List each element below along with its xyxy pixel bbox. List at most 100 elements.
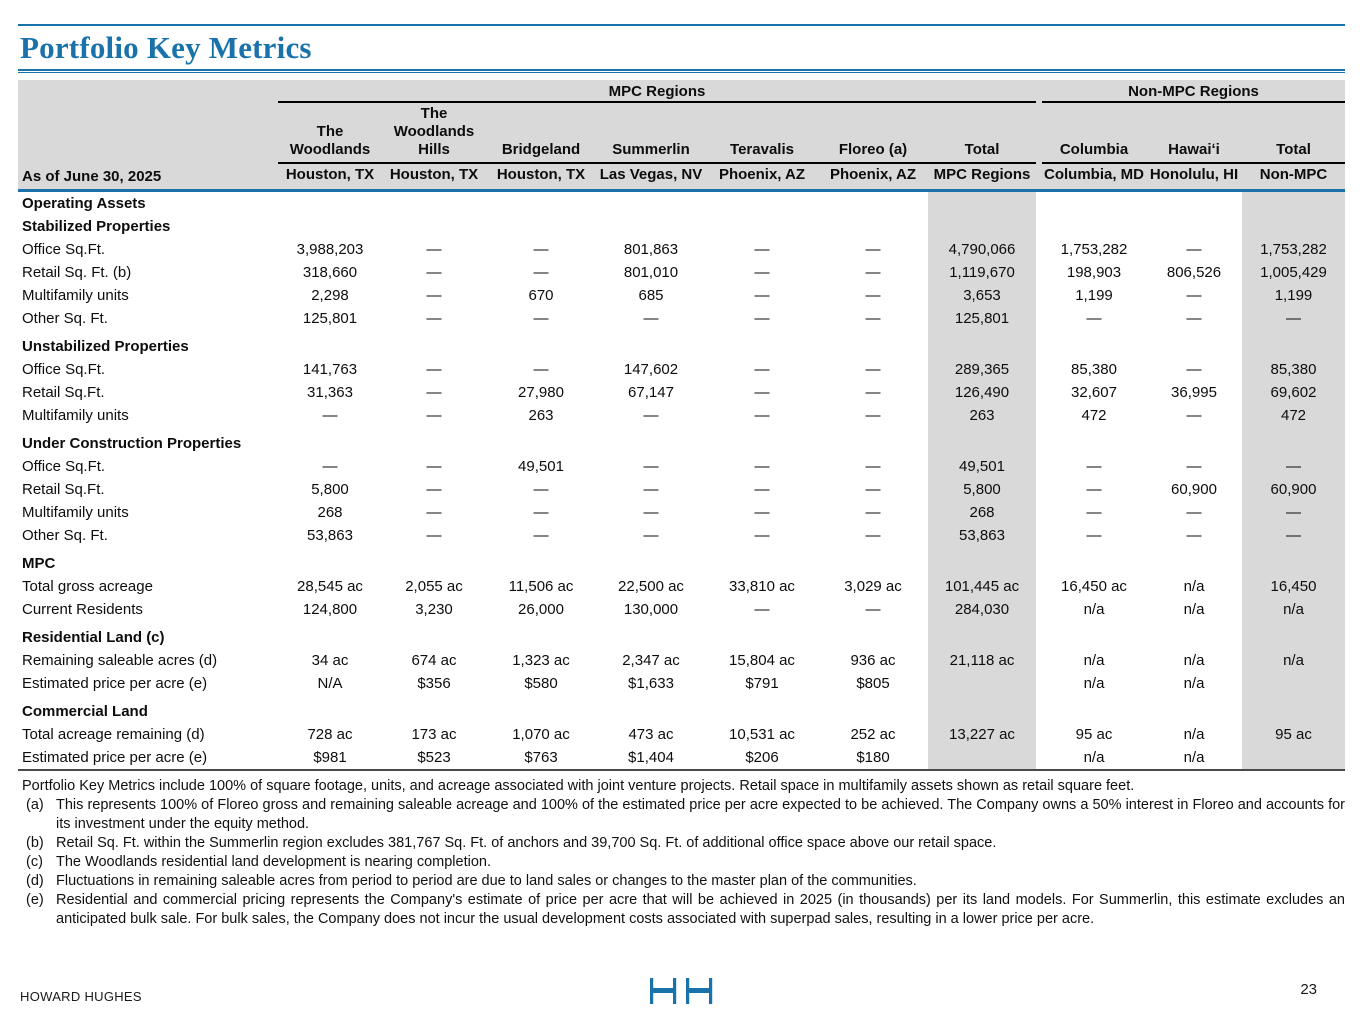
value-cell: — <box>865 310 881 327</box>
value-cell: — <box>1186 504 1202 521</box>
value-cell: 60,900 <box>1242 478 1345 501</box>
non-mpc-cell <box>1042 547 1242 575</box>
value-cell: — <box>865 264 881 281</box>
section-row: Under Construction Properties <box>18 427 1345 455</box>
footnote: Portfolio Key Metrics include 100% of sq… <box>18 777 1345 796</box>
value-cell: — <box>1242 307 1345 330</box>
value-cell: 32,607 <box>1071 384 1117 401</box>
value-cell: 674 ac <box>411 652 457 669</box>
value-cell: 3,653 <box>928 284 1036 307</box>
row-label: Multifamily units <box>22 504 129 521</box>
value-cell: — <box>1086 527 1102 544</box>
footnote-marker: (e) <box>26 892 44 908</box>
row-label: Retail Sq. Ft. (b) <box>22 264 132 281</box>
value-cell: — <box>643 458 659 475</box>
value-cell: — <box>865 458 881 475</box>
value-cell: — <box>426 241 442 258</box>
value-cell: 263 <box>528 407 554 424</box>
value-cell: 126,490 <box>928 381 1036 404</box>
row-label: Office Sq.Ft. <box>22 241 106 258</box>
region-name-row: The Woodlands The Woodlands Hills Bridge… <box>18 102 1345 164</box>
total-non-mpc-cell <box>1242 190 1345 215</box>
value-cell: n/a <box>1242 649 1345 672</box>
value-cell: — <box>322 407 338 424</box>
footnote-text: Residential and commercial pricing repre… <box>56 892 1345 927</box>
non-mpc-cell <box>1042 330 1242 358</box>
value-cell: — <box>1086 458 1102 475</box>
value-cell: 472 <box>1242 404 1345 427</box>
value-cell: — <box>754 310 770 327</box>
table-body: Operating Assets Stabilized Properties Off… <box>18 190 1345 770</box>
table-row: Remaining saleable acres (d) 34 ac 674 ac 1… <box>18 649 1345 672</box>
value-cell: 53,863 <box>928 524 1036 547</box>
value-cell: — <box>533 481 549 498</box>
row-label: Total acreage remaining (d) <box>22 726 205 743</box>
value-cell: 125,801 <box>302 310 358 327</box>
section-label: Operating Assets <box>22 195 146 212</box>
value-cell: — <box>1086 504 1102 521</box>
value-cell: 473 ac <box>628 726 674 743</box>
footnote-text: Retail Sq. Ft. within the Summerlin regi… <box>56 835 997 851</box>
value-cell: — <box>1186 310 1202 327</box>
value-cell: — <box>865 601 881 618</box>
value-cell: 85,380 <box>1242 358 1345 381</box>
total-non-mpc-cell <box>1242 695 1345 723</box>
value-cell: 124,800 <box>302 601 358 618</box>
value-cell: 15,804 ac <box>729 652 795 669</box>
total-non-mpc-cell <box>1242 547 1345 575</box>
footnote: (c) The Woodlands residential land develo… <box>18 853 1345 872</box>
non-mpc-cell <box>1042 695 1242 723</box>
value-cell: n/a <box>1083 652 1105 669</box>
value-cell: 16,450 ac <box>1061 578 1127 595</box>
value-cell: — <box>322 458 338 475</box>
value-cell: — <box>754 264 770 281</box>
value-cell: — <box>865 361 881 378</box>
group-header-mpc: MPC Regions <box>278 80 1036 103</box>
footnote-marker: (b) <box>26 835 44 851</box>
table-row: Office Sq.Ft. 3,988,203 — — 801,863 — — 4,790,0… <box>18 238 1345 261</box>
value-cell: — <box>426 527 442 544</box>
value-cell: — <box>426 264 442 281</box>
value-cell: — <box>1086 310 1102 327</box>
value-cell: — <box>533 361 549 378</box>
value-cell: — <box>533 264 549 281</box>
value-cell: 95 ac <box>1075 726 1113 743</box>
value-cell: 2,055 ac <box>405 578 463 595</box>
footnote-text: The Woodlands residential land developme… <box>56 854 491 870</box>
value-cell: 1,199 <box>1075 287 1113 304</box>
value-cell: 685 <box>638 287 664 304</box>
title-divider <box>18 69 1345 73</box>
value-cell: — <box>865 504 881 521</box>
value-cell: — <box>754 241 770 258</box>
value-cell: — <box>1186 527 1202 544</box>
row-label: Estimated price per acre (e) <box>22 749 208 766</box>
value-cell: 472 <box>1081 407 1107 424</box>
value-cell: 1,119,670 <box>928 261 1036 284</box>
value-cell: — <box>426 504 442 521</box>
value-cell: — <box>1186 241 1202 258</box>
value-cell: $206 <box>745 749 779 766</box>
value-cell: 801,010 <box>623 264 679 281</box>
value-cell: 4,790,066 <box>928 238 1036 261</box>
top-divider <box>18 24 1345 26</box>
footnote: (e) Residential and commercial pricing re… <box>18 891 1345 929</box>
total-non-mpc-cell <box>1242 621 1345 649</box>
value-cell: N/A <box>317 675 343 692</box>
value-cell: — <box>754 458 770 475</box>
empty-cell <box>18 102 278 163</box>
value-cell: 1,753,282 <box>1060 241 1128 258</box>
non-mpc-cell <box>1042 427 1242 455</box>
row-label: Office Sq.Ft. <box>22 458 106 475</box>
section-label: Commercial Land <box>22 703 148 720</box>
total-mpc-cell <box>928 330 1036 358</box>
total-mpc-cell <box>928 427 1036 455</box>
row-label: Remaining saleable acres (d) <box>22 652 218 669</box>
value-cell: — <box>426 384 442 401</box>
value-cell: $805 <box>856 675 890 692</box>
value-cell: — <box>1186 361 1202 378</box>
value-cell: 3,029 ac <box>844 578 902 595</box>
location-woodlands: Houston, TX <box>278 163 382 192</box>
hh-logo-icon <box>649 977 714 1010</box>
group-header-non-mpc: Non-MPC Regions <box>1042 80 1345 103</box>
